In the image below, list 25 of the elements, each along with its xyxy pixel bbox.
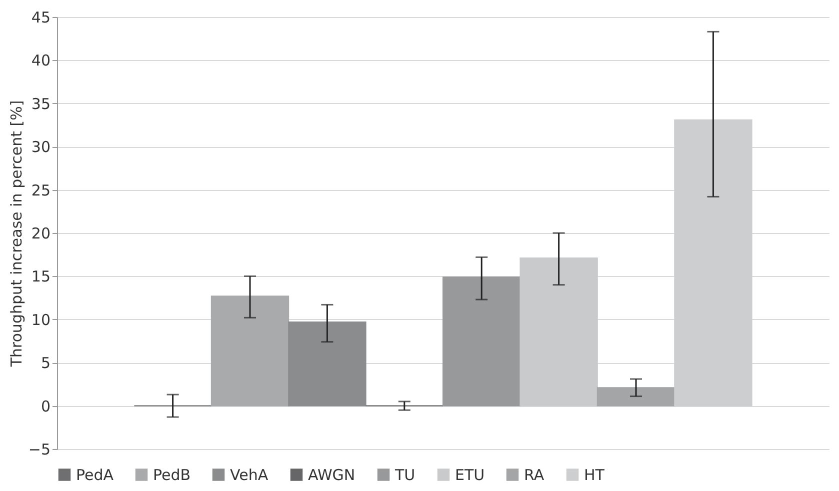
y-tick-label: −5	[28, 440, 50, 458]
bar	[288, 321, 366, 406]
y-tick-label: 25	[31, 181, 50, 200]
y-tick-label: 45	[31, 8, 50, 26]
y-tick-label: 35	[31, 94, 50, 113]
legend-label: PedA	[76, 466, 114, 484]
bar	[520, 258, 598, 406]
y-tick-label: 40	[31, 52, 50, 70]
y-tick-label: 5	[40, 354, 50, 372]
legend-label: VehA	[230, 466, 269, 484]
y-tick-label: 0	[40, 397, 50, 416]
y-tick-label: 20	[31, 224, 50, 242]
bar	[596, 387, 676, 406]
legend-label: RA	[524, 466, 545, 484]
y-axis-title: Throughput increase in percent [%]	[7, 100, 26, 368]
legend-label: ETU	[455, 466, 485, 484]
bar	[442, 276, 521, 406]
y-tick-label: 30	[31, 138, 50, 156]
legend-label: PedB	[153, 466, 191, 484]
y-tick-label: 15	[31, 268, 50, 286]
legend-label: AWGN	[308, 466, 356, 484]
legend-label: TU	[394, 466, 416, 484]
y-tick-label: 10	[31, 310, 50, 329]
bar	[210, 296, 290, 406]
legend-label: HT	[584, 466, 606, 484]
